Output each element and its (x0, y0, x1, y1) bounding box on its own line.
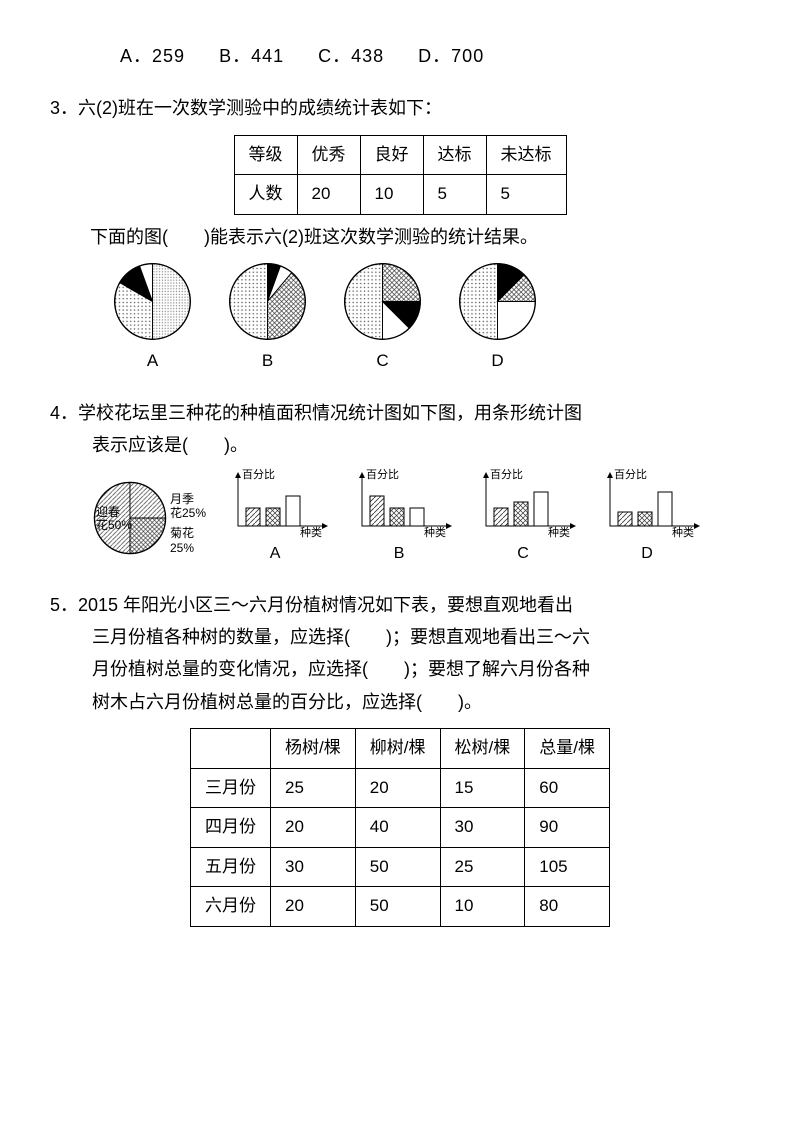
axis-y-label: 百分比 (366, 468, 399, 481)
q4-bar-label: D (641, 540, 653, 569)
q3-th: 等级 (234, 135, 297, 175)
q3-pie-label: D (491, 346, 503, 377)
q5: 5．2015 年阳光小区三～六月份植树情况如下表，要想直观地看出 (50, 589, 750, 621)
q3-td: 10 (360, 175, 423, 215)
q4-text2: 表示应该是( )。 (50, 429, 750, 461)
q4-pie-legend: 月季花25% 菊花25% (170, 492, 206, 556)
q5-line3: 月份植树总量的变化情况，应选择( )；要想了解六月份各种 (50, 653, 750, 685)
q4-legend-yingchun: 迎春花50% (96, 506, 132, 532)
q4-legend-yueji: 月季花25% (170, 492, 206, 521)
q5-td: 90 (525, 808, 610, 848)
q3-th: 未达标 (486, 135, 566, 175)
q3-pie-a: A (110, 259, 195, 377)
q4-bar-label: A (270, 540, 281, 569)
q5-td: 80 (525, 887, 610, 927)
axis-y-label: 百分比 (242, 468, 275, 481)
q5-table: 杨树/棵柳树/棵松树/棵总量/棵三月份25201560四月份20403090五月… (190, 728, 610, 927)
q4-bar-label: B (394, 540, 405, 569)
q3-th: 优秀 (297, 135, 360, 175)
q5-td: 20 (271, 808, 356, 848)
q5-td: 六月份 (191, 887, 271, 927)
q5-th: 松树/棵 (440, 729, 525, 769)
q5-td: 五月份 (191, 847, 271, 887)
axis-y-label: 百分比 (614, 468, 647, 481)
q2-option-c: C．438 (318, 46, 384, 66)
q3-td: 20 (297, 175, 360, 215)
q4-legend-juhua: 菊花25% (170, 526, 206, 555)
q3-td: 5 (423, 175, 486, 215)
q3-pie-b: B (225, 259, 310, 377)
q3-pie-c: C (340, 259, 425, 377)
q5-th (191, 729, 271, 769)
q5-td: 四月份 (191, 808, 271, 848)
q5-line1: 2015 年阳光小区三～六月份植树情况如下表，要想直观地看出 (78, 595, 573, 615)
q5-td: 15 (440, 768, 525, 808)
q3: 3．六(2)班在一次数学测验中的成绩统计表如下： (50, 92, 750, 124)
q5-td: 105 (525, 847, 610, 887)
q4-bar-label: C (517, 540, 529, 569)
q5-td: 30 (440, 808, 525, 848)
q4-bar-b: 百分比种类 B (344, 468, 454, 569)
q3-pie-label: C (376, 346, 388, 377)
q3-text: 六(2)班在一次数学测验中的成绩统计表如下： (78, 98, 442, 118)
q2-option-a: A．259 (120, 46, 185, 66)
q2-option-b: B．441 (219, 46, 284, 66)
q5-td: 40 (355, 808, 440, 848)
q5-td: 25 (271, 768, 356, 808)
q5-th: 总量/棵 (525, 729, 610, 769)
q5-td: 20 (355, 768, 440, 808)
q5-line2: 三月份植各种树的数量，应选择( )；要想直观地看出三～六 (50, 621, 750, 653)
q2-options: A．259 B．441 C．438 D．700 (50, 40, 750, 72)
q5-line4: 树木占六月份植树总量的百分比，应选择( )。 (50, 686, 750, 718)
q3-pie-d: D (455, 259, 540, 377)
q4-number: 4． (50, 397, 78, 429)
q5-td: 50 (355, 847, 440, 887)
q4-bar-d: 百分比种类 D (592, 468, 702, 569)
q3-pie-label: B (262, 346, 273, 377)
q3-table: 等级优秀良好达标未达标人数201055 (234, 135, 567, 215)
q3-td: 人数 (234, 175, 297, 215)
axis-x-label: 种类 (672, 525, 694, 538)
q4-bar-c: 百分比种类 C (468, 468, 578, 569)
axis-x-label: 种类 (300, 525, 322, 538)
q3-pie-label: A (147, 346, 158, 377)
q3-th: 良好 (360, 135, 423, 175)
q3-td: 5 (486, 175, 566, 215)
q5-td: 20 (271, 887, 356, 927)
q5-td: 25 (440, 847, 525, 887)
axis-x-label: 种类 (548, 525, 570, 538)
q5-th: 杨树/棵 (271, 729, 356, 769)
q4-graphics-row: 迎春花50% 月季花25% 菊花25% 百分比种类 A 百分比种类 B 百分比种类 C… (50, 468, 750, 569)
q5-td: 30 (271, 847, 356, 887)
q5-td: 50 (355, 887, 440, 927)
q5-td: 60 (525, 768, 610, 808)
q5-th: 柳树/棵 (355, 729, 440, 769)
q5-number: 5． (50, 589, 78, 621)
q4-text1: 学校花坛里三种花的种植面积情况统计图如下图，用条形统计图 (78, 403, 582, 423)
q3-subline: 下面的图( )能表示六(2)班这次数学测验的统计结果。 (50, 221, 750, 253)
q3-pie-row: A B C D (50, 259, 750, 377)
q3-number: 3． (50, 92, 78, 124)
q5-td: 三月份 (191, 768, 271, 808)
q2-option-d: D．700 (418, 46, 484, 66)
q4-bar-a: 百分比种类 A (220, 468, 330, 569)
axis-x-label: 种类 (424, 525, 446, 538)
axis-y-label: 百分比 (490, 468, 523, 481)
q4-pie: 迎春花50% 月季花25% 菊花25% (90, 478, 206, 568)
q3-th: 达标 (423, 135, 486, 175)
q4: 4．学校花坛里三种花的种植面积情况统计图如下图，用条形统计图 (50, 397, 750, 429)
q5-td: 10 (440, 887, 525, 927)
